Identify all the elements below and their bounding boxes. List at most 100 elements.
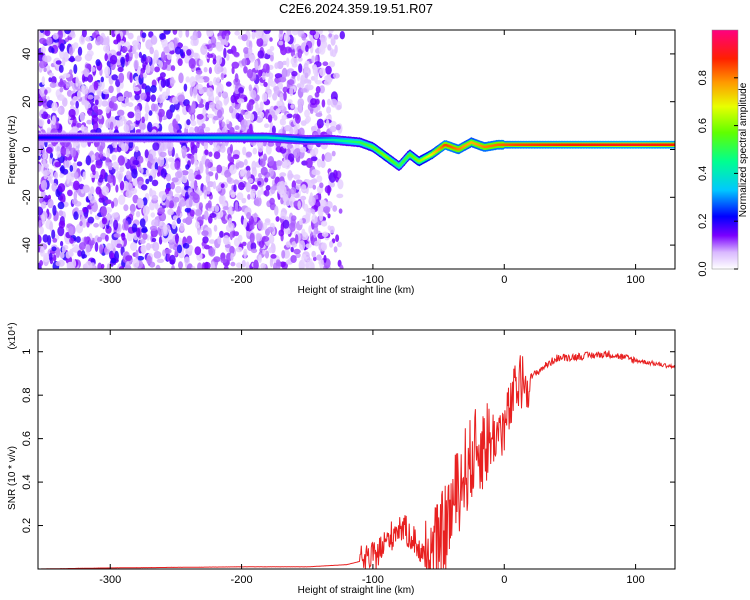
spectrogram-noise-cell [101,100,109,107]
spectrogram-noise-cell [199,163,204,174]
spectrogram-noise-cell [190,144,198,156]
spectrogram-noise-cell [38,219,42,229]
spectrogram-noise-cell [212,147,219,153]
spectrogram-noise-cell [326,106,332,114]
spectrogram-noise-cell [112,103,118,111]
spectrogram-noise-cell [119,180,125,191]
snr-axes: -300 -200 -100 0 100 0.2 0.4 0.6 0.8 1 [21,330,675,586]
spectrogram-noise-cell [74,171,79,180]
colorbar-tick-label: 0.2 [697,214,709,229]
spectrogram-noise-cell [106,35,110,45]
spectrogram-noise-cell [242,146,247,156]
x-tick-label: 100 [626,574,644,586]
spectrogram-noise-cell [331,49,337,58]
spectrogram-noise-cell [108,85,114,94]
spectrogram-noise-cell [40,30,44,33]
spectrogram-noise-cell [240,109,245,116]
spectrogram-noise-cell [202,236,209,244]
spectrogram-noise-cell [291,63,298,68]
spectrogram-noise-cell [275,108,281,114]
spectrogram-noise-cell [94,242,99,252]
spectrogram-noise-cell [106,174,114,184]
spectrogram-noise-cell [191,114,195,124]
spectrogram-noise-cell [91,32,97,39]
spectrogram-noise-cell [181,170,189,176]
spectrogram-noise-cell [248,46,253,56]
spectrogram-noise-cell [211,36,216,42]
spectrogram-noise-cell [316,175,323,183]
spectrogram-noise-cell [44,30,51,37]
spectrogram-noise-cell [291,70,298,77]
spectrogram-noise-cell [221,30,226,40]
spectrogram-noise-cell [195,174,202,180]
spectrogram-noise-cell [268,247,273,254]
spectrogram-noise-cell [111,74,118,81]
spectrogram-noise-cell [83,76,89,82]
spectrogram-y-axis-label: Frequency (Hz) [7,116,18,185]
spectrogram-noise-cell [40,190,46,198]
spectrogram-noise-cell [119,115,126,122]
spectrogram-noise-cell [95,59,101,67]
spectrogram-noise-cell [251,31,256,40]
spectrogram-noise-cell [77,187,82,196]
spectrogram-noise-cell [237,234,243,242]
spectrogram-noise-cell [44,163,49,169]
spectrogram-noise-cell [212,58,217,65]
spectrogram-noise-cell [81,84,85,91]
spectrogram-noise-cell [280,119,287,126]
spectrogram-noise-cell [197,103,205,108]
spectrogram-noise-cell [286,57,290,68]
spectrogram-noise-cell [294,148,301,153]
spectrogram-noise-cell [152,142,160,151]
spectrogram-noise-cell [197,78,205,83]
spectrogram-noise-cell [206,30,211,36]
spectrogram-noise-cell [39,86,47,97]
spectrogram-noise-cell [213,151,221,160]
spectrogram-noise-cell [73,244,80,254]
spectrogram-noise-cell [195,70,203,75]
spectrogram-noise-cell [91,154,96,161]
spectrogram-noise-cell [230,191,236,198]
spectrogram-noise-cell [290,48,296,58]
spectrogram-noise-cell [53,254,57,262]
spectrogram-noise-cell [115,243,123,249]
spectrogram-noise-cell [220,183,225,189]
spectrogram-noise-cell [299,218,303,226]
spectrogram-noise-cell [303,78,310,84]
spectrogram-noise-cell [58,81,65,88]
spectrogram-noise-cell [305,44,309,53]
spectrogram-noise-cell [305,256,311,262]
spectrogram-noise-cell [142,232,148,240]
spectrogram-noise-cell [286,113,293,119]
spectrogram-noise-cell [45,65,51,72]
spectrogram-noise-cell [282,193,289,203]
spectrogram-noise-cell [72,42,79,49]
spectrogram-noise-cell [310,98,317,106]
spectrogram-noise-cell [40,109,44,114]
spectrogram-noise-cell [71,162,78,173]
spectrogram-noise-cell [148,110,153,116]
spectrogram-noise-cell [208,215,213,224]
spectrogram-noise-cell [174,46,182,55]
spectrogram-noise-cell [321,231,329,238]
spectrogram-noise-cell [284,228,291,235]
spectrogram-noise-cell [185,76,190,83]
spectrogram-noise-cell [145,169,150,176]
spectrogram-noise-cell [172,30,178,35]
spectrogram-noise-cell [250,242,257,251]
spectrogram-noise-cell [274,205,279,216]
spectrogram-noise-cell [275,216,280,222]
spectrogram-noise-cell [75,76,79,87]
spectrogram-noise-cell [73,180,80,191]
spectrogram-noise-cell [52,38,60,43]
y-tick-label: 1 [21,349,33,355]
spectrogram-noise-cell [115,184,119,193]
spectrogram-noise-cell [229,245,235,255]
spectrogram-noise-cell [101,185,110,196]
spectrogram-noise-cell [176,217,181,224]
spectrogram-noise-cell [193,152,198,163]
spectrogram-ridge-core [399,163,402,166]
spectrogram-noise-cell [100,76,105,83]
spectrogram-noise-cell [311,209,316,215]
spectrogram-noise-cell [234,201,239,212]
